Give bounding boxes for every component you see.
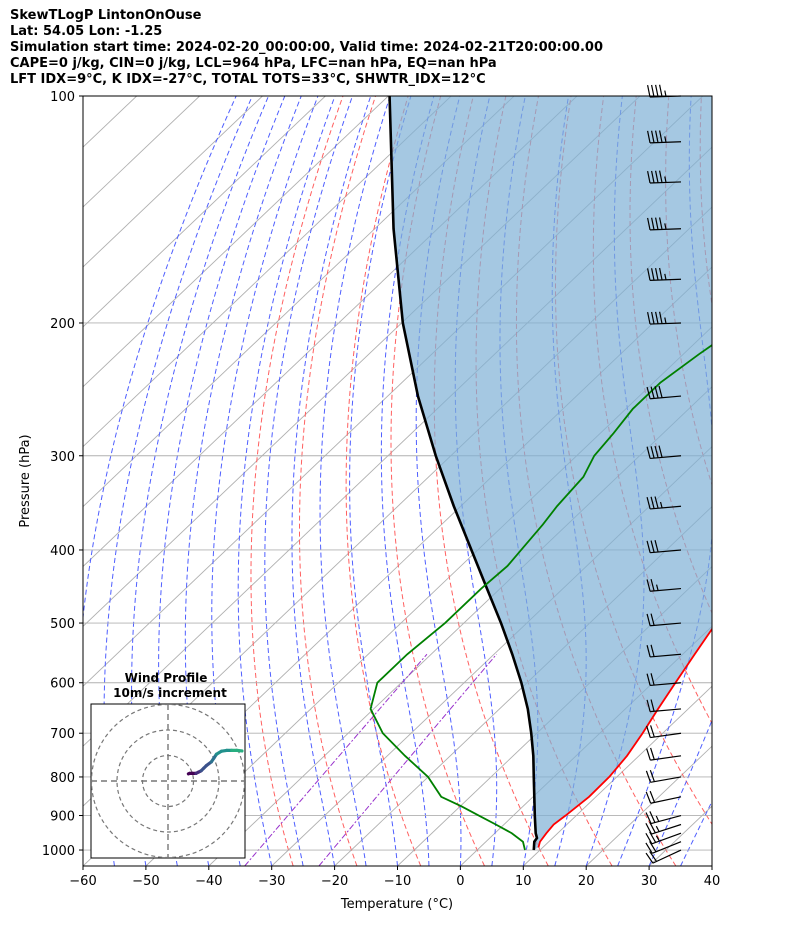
- isotherm-line: [775, 96, 794, 866]
- y-tick-label: 500: [50, 617, 75, 632]
- dry-adiabat: [734, 96, 794, 866]
- wind-barb: [646, 496, 682, 510]
- dry-adiabat: [767, 96, 794, 866]
- x-tick-label: −50: [132, 874, 159, 889]
- x-tick-label: −10: [384, 874, 411, 889]
- y-tick-label: 300: [50, 450, 75, 465]
- moist-adiabat: [264, 96, 353, 866]
- wind-barb: [645, 790, 682, 804]
- wind-barb: [647, 130, 682, 144]
- isotherm-line: [522, 685, 712, 866]
- wind-profile-inset: Wind Profile 10m/s increment: [90, 671, 246, 859]
- wind-barb: [645, 769, 682, 783]
- moist-adiabat: [711, 864, 712, 866]
- wind-barb: [646, 385, 682, 400]
- time-line: Simulation start time: 2024-02-20_00:00:…: [10, 40, 603, 55]
- dry-adiabat: [250, 96, 344, 866]
- dry-adiabat: [299, 96, 377, 866]
- profile-lines: [369, 96, 712, 851]
- cape-area: [389, 96, 712, 851]
- wind-barb: [646, 699, 682, 713]
- isotherm-line: [711, 865, 712, 866]
- temperature-line: [537, 627, 712, 848]
- isotherm-line: [83, 96, 263, 268]
- x-tick-label: −60: [69, 874, 96, 889]
- dry-adiabat: [390, 96, 485, 866]
- isotherm-line: [83, 96, 326, 328]
- wind-barb: [646, 673, 682, 687]
- isotherm-line: [83, 96, 515, 508]
- moist-adiabat: [743, 96, 794, 866]
- wind-barb: [647, 84, 682, 98]
- wind-barb: [645, 849, 682, 864]
- wind-barb: [647, 267, 682, 281]
- y-axis-label: Pressure (hPa): [18, 434, 33, 527]
- dewpoint-line: [369, 344, 712, 851]
- y-tick-label: 1000: [42, 844, 75, 859]
- y-tick-label: 900: [50, 810, 75, 825]
- wind-barb: [645, 841, 682, 854]
- moist-adiabat: [319, 96, 391, 866]
- isotherm-line: [334, 505, 712, 866]
- parcel-profile-line: [388, 96, 539, 851]
- y-axis-ticks: 1000 900 800 700 600 500 400 300 200 100: [42, 90, 83, 859]
- wind-barb: [646, 725, 682, 739]
- indices-line-2: LFT IDX=9°C, K IDX=-27°C, TOTAL TOTS=33°…: [10, 72, 486, 87]
- y-tick-label: 700: [50, 727, 75, 742]
- x-tick-label: 10: [515, 874, 532, 889]
- moist-adiabat: [680, 800, 712, 866]
- dry-adiabat: [433, 96, 549, 866]
- x-tick-label: −30: [258, 874, 285, 889]
- x-tick-label: 30: [641, 874, 658, 889]
- dry-adiabat: [345, 96, 422, 866]
- wind-barb: [646, 747, 682, 761]
- x-tick-label: −40: [195, 874, 222, 889]
- inset-title: Wind Profile: [125, 671, 208, 685]
- hodograph-segment: [235, 748, 244, 753]
- x-axis-ticks: −60 −50 −40 −30 −20 −10 0 10 20 30 40: [69, 866, 720, 889]
- wind-barb: [645, 811, 682, 825]
- y-tick-label: 600: [50, 677, 75, 692]
- wind-barb: [646, 540, 682, 554]
- y-tick-label: 100: [50, 90, 75, 105]
- x-axis-label: Temperature (°C): [340, 897, 453, 912]
- wind-barb: [645, 821, 682, 835]
- x-tick-label: −20: [321, 874, 348, 889]
- chart-header: SkewTLogP LintonOnOuse Lat: 54.05 Lon: -…: [10, 8, 603, 88]
- indices-line-1: CAPE=0 j/kg, CIN=0 j/kg, LCL=964 hPa, LF…: [10, 56, 497, 71]
- chart-title: SkewTLogP LintonOnOuse: [10, 8, 202, 23]
- location-line: Lat: 54.05 Lon: -1.25: [10, 24, 163, 39]
- wind-barb: [647, 311, 682, 325]
- y-tick-label: 400: [50, 544, 75, 559]
- wind-barb: [647, 217, 682, 231]
- x-tick-label: 0: [456, 874, 464, 889]
- moist-adiabat: [648, 719, 712, 866]
- isotherm-line: [83, 96, 452, 448]
- moist-adiabat: [291, 96, 372, 866]
- cape-shading: [389, 96, 712, 851]
- y-tick-label: 800: [50, 771, 75, 786]
- inset-subtitle: 10m/s increment: [113, 686, 227, 700]
- wind-barb: [647, 170, 682, 184]
- isotherm-line: [83, 96, 389, 388]
- wind-barb: [646, 644, 682, 658]
- x-tick-label: 40: [704, 874, 721, 889]
- y-tick-label: 200: [50, 317, 75, 332]
- x-tick-label: 20: [578, 874, 595, 889]
- wind-barb: [646, 613, 682, 627]
- wind-barbs: [645, 84, 682, 864]
- dry-adiabat: [699, 96, 712, 308]
- wind-barb: [646, 445, 682, 460]
- wind-barb: [646, 578, 682, 592]
